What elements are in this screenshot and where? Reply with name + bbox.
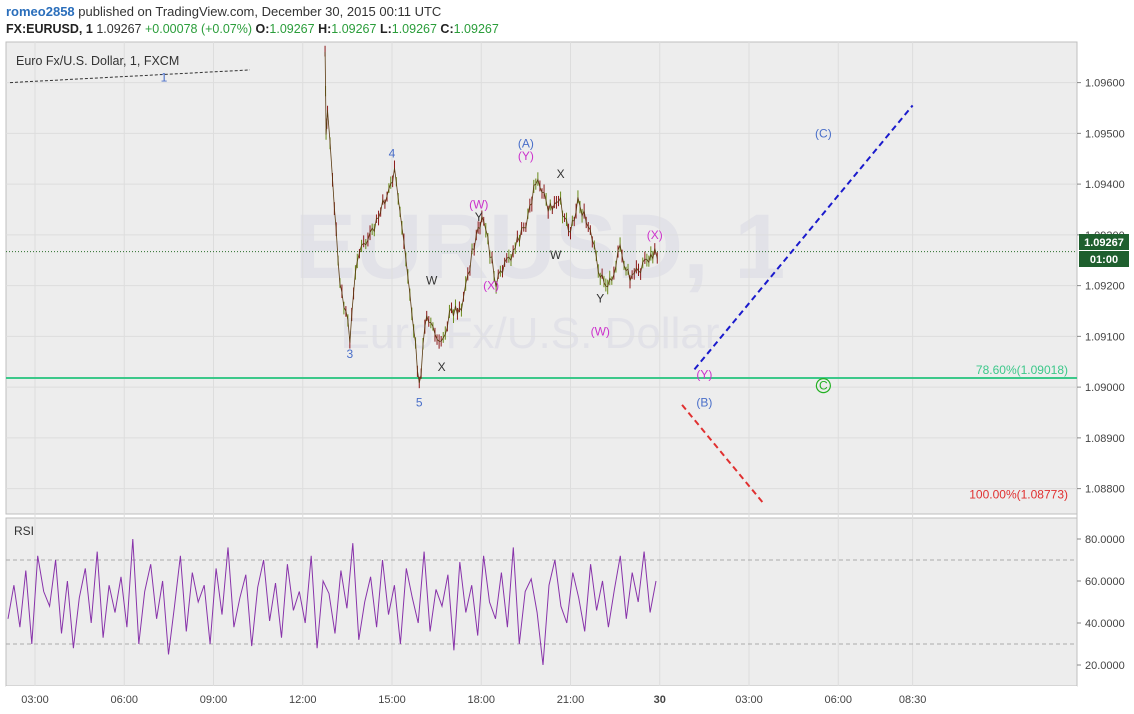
y-tick-label: 1.09200 xyxy=(1085,281,1125,293)
low-label: L: xyxy=(379,22,392,36)
x-tick-label: 06:00 xyxy=(824,694,852,706)
fib-level-label: 100.00%(1.08773) xyxy=(969,487,1068,501)
time-axis[interactable] xyxy=(6,686,1077,714)
x-tick-label: 09:00 xyxy=(200,694,228,706)
high-value: 1.09267 xyxy=(331,22,377,36)
ohlc-line: FX:EURUSD, 1 1.09267 +0.00078 (+0.07%) O… xyxy=(6,22,499,36)
rsi-pane[interactable] xyxy=(5,517,1078,687)
y-tick-label: 1.09600 xyxy=(1085,78,1125,90)
rsi-tick-label: 20.0000 xyxy=(1085,660,1125,672)
y-tick-label: 1.08800 xyxy=(1085,484,1125,496)
wave-1-trendline xyxy=(9,69,251,84)
fib-level-label: 78.60%(1.09018) xyxy=(976,363,1068,377)
published-text: published on TradingView.com, December 3… xyxy=(78,4,442,19)
high-label: H: xyxy=(318,22,332,36)
y-tick-label: 1.09000 xyxy=(1085,382,1125,394)
wave-label: C xyxy=(819,379,828,393)
x-tick-label: 15:00 xyxy=(378,694,406,706)
x-tick-label: 18:00 xyxy=(467,694,495,706)
projection-line[interactable] xyxy=(681,404,765,505)
y-tick-label: 1.08900 xyxy=(1085,433,1125,445)
rsi-tick-label: 40.0000 xyxy=(1085,618,1125,630)
wave-label: (A) xyxy=(518,137,534,151)
x-tick-label: 30 xyxy=(654,694,666,706)
rsi-tick-label: 60.0000 xyxy=(1085,576,1125,588)
y-tick-label: 1.09400 xyxy=(1085,179,1125,191)
watermark-symbol: EURUSD, 1 xyxy=(295,196,786,298)
close-label: C: xyxy=(440,22,454,36)
y-tick-label: 1.09500 xyxy=(1085,128,1125,140)
wave-label: (Y) xyxy=(518,149,534,163)
wave-label: Y xyxy=(596,291,604,305)
symbol-label: FX:EURUSD, 1 xyxy=(6,22,93,36)
current-price-tag xyxy=(1079,234,1129,250)
x-tick-label: 06:00 xyxy=(110,694,138,706)
wave-label-circle xyxy=(815,377,831,394)
wave-label: 1 xyxy=(161,71,168,85)
publish-line: romeo2858 published on TradingView.com, … xyxy=(6,4,441,19)
price-pane[interactable] xyxy=(5,41,1078,515)
price-line xyxy=(324,51,658,383)
author-link[interactable]: romeo2858 xyxy=(6,4,75,19)
rsi-title: RSI xyxy=(14,524,34,538)
wave-label: (Y) xyxy=(696,367,712,381)
wave-label: 4 xyxy=(389,147,396,161)
wave-label: 5 xyxy=(416,395,423,409)
current-price-label: 1.09267 xyxy=(1084,237,1124,249)
open-label: O: xyxy=(255,22,270,36)
price-axis[interactable] xyxy=(1077,42,1134,686)
wave-label: 3 xyxy=(347,347,354,361)
rsi-line xyxy=(7,538,657,666)
close-value: 1.09267 xyxy=(453,22,499,36)
rsi-tick-label: 80.0000 xyxy=(1085,534,1125,546)
projection-line[interactable] xyxy=(693,104,914,370)
price-change: +0.00078 (+0.07%) xyxy=(144,22,253,36)
wave-label: (C) xyxy=(815,126,832,140)
pane-title: Euro Fx/U.S. Dollar, 1, FXCM xyxy=(16,54,179,68)
x-tick-label: 03:00 xyxy=(735,694,763,706)
wave-label: X xyxy=(438,360,446,374)
last-price: 1.09267 xyxy=(96,22,142,36)
watermark-name: Euro Fx/U.S. Dollar xyxy=(341,309,720,358)
wave-label: Y xyxy=(475,210,483,224)
x-tick-label: 21:00 xyxy=(557,694,585,706)
open-value: 1.09267 xyxy=(269,22,315,36)
low-value: 1.09267 xyxy=(391,22,437,36)
wave-label: W xyxy=(550,248,562,262)
x-tick-label: 12:00 xyxy=(289,694,317,706)
wave-label: (W) xyxy=(469,197,488,211)
wave-label: (X) xyxy=(647,228,663,242)
y-tick-label: 1.09100 xyxy=(1085,331,1125,343)
wave-label: (W) xyxy=(591,324,610,338)
chart-header: romeo2858 published on TradingView.com, … xyxy=(0,0,1134,42)
countdown-label: 01:00 xyxy=(1090,254,1118,266)
wave-label: W xyxy=(426,274,438,288)
countdown-tag xyxy=(1079,251,1129,267)
wave-label: (X) xyxy=(483,279,499,293)
x-tick-label: 03:00 xyxy=(21,694,49,706)
x-tick-label: 08:30 xyxy=(899,694,927,706)
wave-label: (B) xyxy=(696,395,712,409)
wave-label: X xyxy=(557,167,565,181)
